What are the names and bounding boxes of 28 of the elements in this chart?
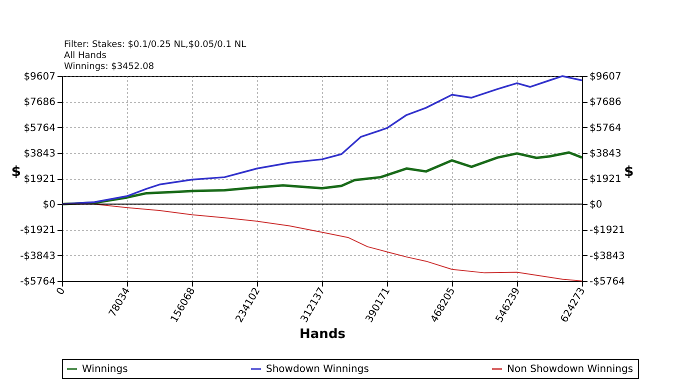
y-tick-label: $0 <box>42 200 56 211</box>
y2-tick-label: $5764 <box>590 122 622 134</box>
legend-label: Winnings <box>82 364 128 375</box>
y-tick-label: -$1921 <box>20 225 56 236</box>
y2-tick-label: $1921 <box>590 174 622 186</box>
y2-tick-label: $3843 <box>590 148 622 160</box>
y-tick-label: $7686 <box>24 97 56 108</box>
text: All Hands <box>64 51 107 61</box>
x-axis-title: Hands <box>300 327 346 342</box>
legend-label: Showdown Winnings <box>266 364 369 375</box>
y2-axis-title: $ <box>624 164 634 180</box>
y2-tick-label: $0 <box>590 200 602 211</box>
y-axis-title: $ <box>11 164 21 180</box>
y2-tick-label: -$5764 <box>590 276 625 288</box>
x-tick-label: 0 <box>54 286 68 298</box>
y-tick-label: $9607 <box>24 72 56 82</box>
y-tick-label: -$3843 <box>20 250 56 262</box>
legend-label: Non Showdown Winnings <box>507 364 634 375</box>
y2-tick-label: -$1921 <box>590 225 625 236</box>
y-tick-label: -$5764 <box>20 276 56 288</box>
text: Filter: Stakes: $0.1/0.25 NL,$0.05/0.1 NL <box>64 40 246 50</box>
y2-tick-label: $9607 <box>590 72 622 82</box>
y-tick-label: $3843 <box>24 148 56 160</box>
y2-tick-label: -$3843 <box>590 250 625 262</box>
y2-tick-label: $7686 <box>590 97 622 108</box>
y-tick-label: $5764 <box>24 122 56 134</box>
text: Winnings: $3452.08 <box>64 62 154 72</box>
y-tick-label: $1921 <box>24 174 56 186</box>
